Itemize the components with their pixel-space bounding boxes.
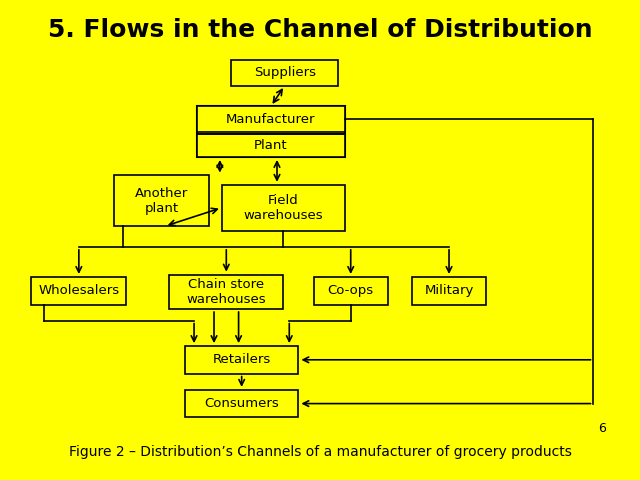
Text: 6: 6 <box>598 422 605 435</box>
FancyBboxPatch shape <box>170 275 283 309</box>
Text: Wholesalers: Wholesalers <box>38 284 120 297</box>
FancyBboxPatch shape <box>412 277 486 304</box>
FancyBboxPatch shape <box>185 346 298 373</box>
FancyBboxPatch shape <box>197 107 344 157</box>
Text: Manufacturer: Manufacturer <box>226 112 316 126</box>
FancyBboxPatch shape <box>114 176 209 226</box>
Text: Suppliers: Suppliers <box>253 66 316 80</box>
Text: Military: Military <box>424 284 474 297</box>
FancyBboxPatch shape <box>314 277 388 304</box>
FancyBboxPatch shape <box>197 107 344 132</box>
Text: Plant: Plant <box>254 139 287 152</box>
Text: Co-ops: Co-ops <box>328 284 374 297</box>
Text: Field
warehouses: Field warehouses <box>243 194 323 222</box>
Text: Consumers: Consumers <box>204 397 279 410</box>
FancyBboxPatch shape <box>31 277 127 304</box>
FancyBboxPatch shape <box>221 185 344 231</box>
FancyBboxPatch shape <box>197 134 344 157</box>
Text: Another
plant: Another plant <box>135 187 188 215</box>
Text: Chain store
warehouses: Chain store warehouses <box>186 278 266 306</box>
FancyBboxPatch shape <box>185 390 298 418</box>
Text: 5. Flows in the Channel of Distribution: 5. Flows in the Channel of Distribution <box>48 18 592 42</box>
Text: Retailers: Retailers <box>212 353 271 366</box>
FancyBboxPatch shape <box>231 60 339 85</box>
Text: Figure 2 – Distribution’s Channels of a manufacturer of grocery products: Figure 2 – Distribution’s Channels of a … <box>68 445 572 459</box>
